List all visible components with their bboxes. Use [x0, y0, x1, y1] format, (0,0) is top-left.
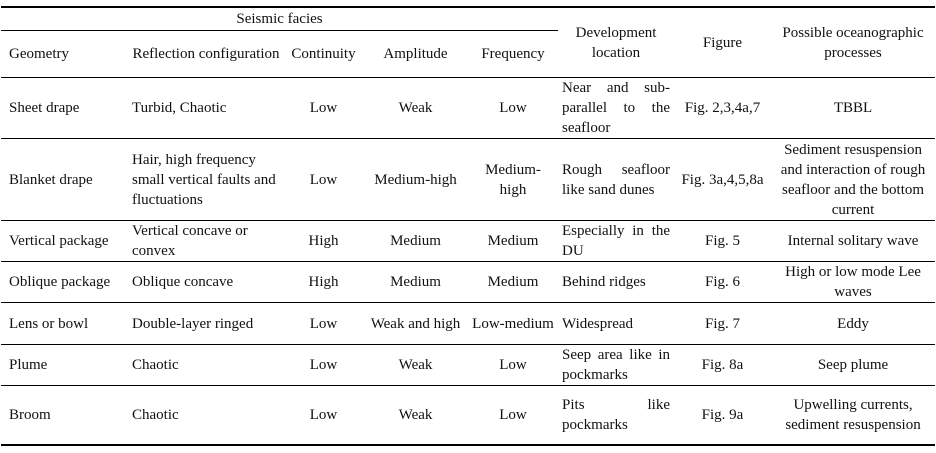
table-cell: Behind ridges — [558, 261, 675, 303]
table-cell: Medium — [363, 261, 468, 303]
header-row: Seismic facies Development location Figu… — [1, 6, 936, 78]
table-cell: Rough seafloor like sand dunes — [558, 138, 675, 221]
table-cell: High — [284, 261, 363, 303]
table-cell: Weak — [363, 77, 468, 139]
table-cell: Oblique package — [1, 261, 128, 303]
table-cell: Fig. 5 — [674, 220, 772, 262]
table-cell: Oblique concave — [128, 261, 284, 303]
table-cell: Upwelling currents, sediment resuspensio… — [771, 385, 936, 446]
table-cell: Eddy — [771, 302, 936, 345]
header-row: Geometry Reflection configuration Contin… — [1, 30, 935, 78]
table-cell: Seep area like in pockmarks — [558, 344, 675, 386]
table-cell: Low — [284, 302, 363, 345]
table-row: Blanket drape Hair, high frequency small … — [1, 138, 936, 221]
table-cell: Low — [284, 77, 363, 139]
table-cell: Plume — [1, 344, 128, 386]
table-cell: Low-medium — [468, 302, 559, 345]
table-row: Oblique package Oblique concave High Medium… — [1, 261, 936, 303]
table-cell: Turbid, Chaotic — [128, 77, 284, 139]
table-cell: Low — [284, 385, 363, 446]
table-cell: Weak — [363, 344, 468, 386]
table-cell: Medium-high — [468, 138, 559, 221]
table-cell: Pits like pockmarks — [558, 385, 675, 446]
table-cell: Weak and high — [363, 302, 468, 345]
table-cell: Fig. 7 — [674, 302, 772, 345]
table-cell: Widespread — [558, 302, 675, 345]
table-cell: Vertical concave or convex — [128, 220, 284, 262]
table-row: Vertical package Vertical concave or conv… — [1, 220, 936, 262]
table-cell: Medium — [468, 261, 559, 303]
column-header: Continuity — [284, 30, 363, 78]
table-cell: Near and sub-parallel to the seafloor — [558, 77, 675, 139]
facies-table: Seismic facies Development location Figu… — [1, 6, 936, 446]
table-cell: Sheet drape — [1, 77, 128, 139]
column-header: Geometry — [1, 30, 128, 78]
table-row: Broom Chaotic Low Weak Low Pits like pockmark… — [1, 385, 936, 446]
page: Seismic facies Development location Figu… — [0, 6, 936, 453]
table-cell: Chaotic — [128, 344, 284, 386]
table-cell: Sediment resuspension and interaction of… — [771, 138, 936, 221]
table-cell: Seep plume — [771, 344, 936, 386]
table-cell: Weak — [363, 385, 468, 446]
table-cell: Double-layer ringed — [128, 302, 284, 345]
table-cell: Fig. 6 — [674, 261, 772, 303]
table-cell: Fig. 9a — [674, 385, 772, 446]
column-header: Development location — [558, 6, 675, 78]
table-cell: TBBL — [771, 77, 936, 139]
table-cell: Medium — [363, 220, 468, 262]
group-header: Seismic facies — [1, 6, 559, 31]
table-cell: High or low mode Lee waves — [771, 261, 936, 303]
table-row: Sheet drape Turbid, Chaotic Low Weak Low Near… — [1, 77, 936, 139]
table-cell: Broom — [1, 385, 128, 446]
table-row: Plume Chaotic Low Weak Low Seep area like in … — [1, 344, 936, 386]
table-cell: Vertical package — [1, 220, 128, 262]
table-cell: Blanket drape — [1, 138, 128, 221]
column-header: Possible oceanographic processes — [771, 6, 936, 78]
table-cell: Fig. 8a — [674, 344, 772, 386]
column-header: Frequency — [468, 30, 559, 78]
table-row: Lens or bowl Double-layer ringed Low Weak a… — [1, 302, 936, 345]
table-cell: Low — [468, 385, 559, 446]
table-cell: Hair, high frequency small vertical faul… — [128, 138, 284, 221]
table-cell: High — [284, 220, 363, 262]
table-cell: Low — [284, 138, 363, 221]
table-cell: Fig. 2,3,4a,7 — [674, 77, 772, 139]
table-cell: Chaotic — [128, 385, 284, 446]
column-header: Amplitude — [363, 30, 468, 78]
column-header: Figure — [674, 6, 772, 78]
table-cell: Medium — [468, 220, 559, 262]
table-cell: Especially in the DU — [558, 220, 675, 262]
table-cell: Internal solitary wave — [771, 220, 936, 262]
table-header: Seismic facies Development location Figu… — [1, 6, 936, 78]
table-cell: Medium-high — [363, 138, 468, 221]
table-cell: Low — [468, 77, 559, 139]
table-cell: Low — [284, 344, 363, 386]
table-body: Sheet drape Turbid, Chaotic Low Weak Low Near… — [1, 77, 936, 446]
table-cell: Fig. 3a,4,5,8a — [674, 138, 772, 221]
table-cell: Low — [468, 344, 559, 386]
column-header: Reflection configuration — [128, 30, 284, 78]
table-cell: Lens or bowl — [1, 302, 128, 345]
